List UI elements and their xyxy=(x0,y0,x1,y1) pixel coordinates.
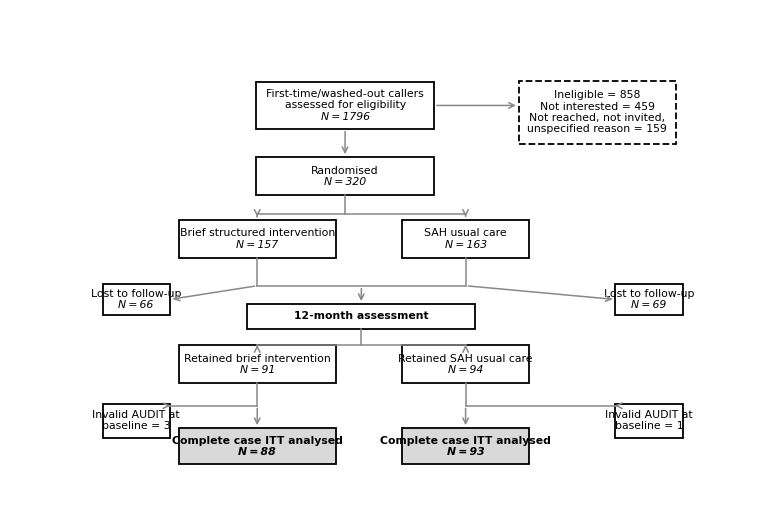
Text: Complete case ITT analysed: Complete case ITT analysed xyxy=(380,436,551,446)
Text: SAH usual care: SAH usual care xyxy=(424,228,507,238)
Text: N = 1796: N = 1796 xyxy=(321,112,369,122)
Text: Invalid AUDIT at: Invalid AUDIT at xyxy=(93,410,180,420)
FancyBboxPatch shape xyxy=(103,404,169,438)
Text: First-time/washed-out callers: First-time/washed-out callers xyxy=(267,89,424,99)
FancyBboxPatch shape xyxy=(256,82,434,129)
Text: N = 157: N = 157 xyxy=(236,239,278,249)
FancyBboxPatch shape xyxy=(256,157,434,195)
Text: N = 163: N = 163 xyxy=(444,239,486,249)
FancyBboxPatch shape xyxy=(402,219,529,258)
FancyBboxPatch shape xyxy=(178,345,336,383)
Text: N = 320: N = 320 xyxy=(324,177,366,187)
FancyBboxPatch shape xyxy=(103,285,169,314)
FancyBboxPatch shape xyxy=(178,428,336,465)
FancyBboxPatch shape xyxy=(616,404,683,438)
Text: N = 69: N = 69 xyxy=(631,300,666,310)
Text: unspecified reason = 159: unspecified reason = 159 xyxy=(528,124,667,134)
Text: Ineligible = 858: Ineligible = 858 xyxy=(554,90,640,100)
Text: N = 66: N = 66 xyxy=(119,300,154,310)
Text: N = 93: N = 93 xyxy=(447,447,484,457)
Text: Invalid AUDIT at: Invalid AUDIT at xyxy=(605,410,692,420)
Text: Brief structured intervention: Brief structured intervention xyxy=(179,228,335,238)
Text: assessed for eligibility: assessed for eligibility xyxy=(284,100,406,110)
FancyBboxPatch shape xyxy=(519,81,676,144)
FancyBboxPatch shape xyxy=(402,345,529,383)
Text: Lost to follow-up: Lost to follow-up xyxy=(91,289,182,299)
Text: 12-month assessment: 12-month assessment xyxy=(294,311,428,321)
Text: Complete case ITT analysed: Complete case ITT analysed xyxy=(172,436,342,446)
Text: Not interested = 459: Not interested = 459 xyxy=(540,102,655,112)
FancyBboxPatch shape xyxy=(178,219,336,258)
Text: Not reached, not invited,: Not reached, not invited, xyxy=(529,113,666,123)
Text: Retained brief intervention: Retained brief intervention xyxy=(184,353,331,363)
Text: N = 91: N = 91 xyxy=(240,365,275,375)
Text: N = 94: N = 94 xyxy=(448,365,483,375)
FancyBboxPatch shape xyxy=(247,304,476,329)
Text: Lost to follow-up: Lost to follow-up xyxy=(604,289,694,299)
Text: N = 88: N = 88 xyxy=(238,447,276,457)
FancyBboxPatch shape xyxy=(402,428,529,465)
Text: baseline = 1: baseline = 1 xyxy=(615,422,683,432)
Text: Retained SAH usual care: Retained SAH usual care xyxy=(398,353,533,363)
Text: baseline = 3: baseline = 3 xyxy=(102,422,170,432)
FancyBboxPatch shape xyxy=(616,285,683,314)
Text: Randomised: Randomised xyxy=(311,165,379,175)
